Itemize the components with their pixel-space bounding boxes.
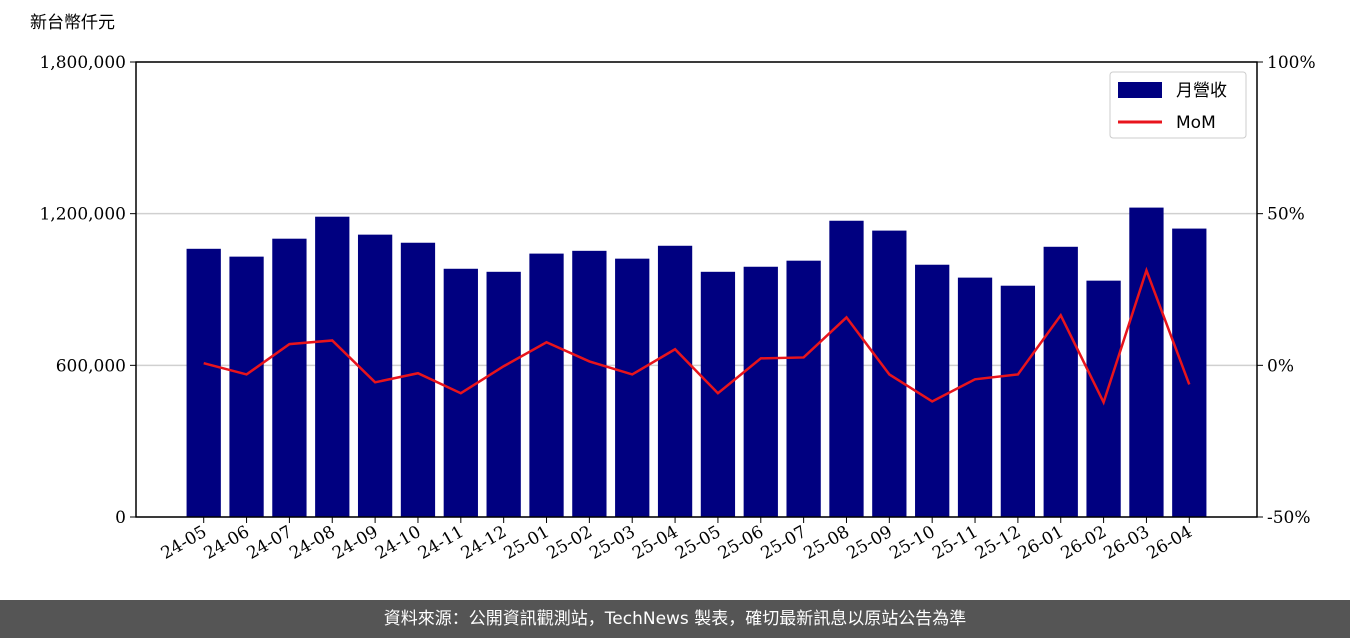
legend-swatch (1118, 82, 1162, 98)
bar (743, 266, 778, 517)
bar (1043, 246, 1078, 517)
bar (315, 216, 350, 517)
x-tick-label: 26-03 (1100, 522, 1152, 564)
x-tick-label: 24-08 (286, 522, 338, 564)
bar (957, 277, 993, 517)
x-tick-label: 26-02 (1058, 522, 1110, 564)
bar (829, 220, 864, 517)
legend-label: MoM (1176, 113, 1216, 133)
y-axis-label: 新台幣仟元 (30, 13, 115, 33)
x-tick-label: 25-10 (886, 522, 938, 564)
bar (1000, 285, 1036, 517)
bar (657, 245, 693, 517)
x-tick-label: 26-04 (1143, 522, 1195, 564)
x-tick-label: 24-06 (201, 522, 253, 564)
legend-label: 月營收 (1176, 81, 1227, 101)
bar (229, 256, 264, 517)
x-tick-label: 25-06 (715, 522, 767, 564)
x-tick-label: 25-01 (501, 522, 553, 564)
y-tick-label: 1,800,000 (39, 53, 126, 73)
x-tick-label: 24-05 (158, 522, 210, 564)
bar (486, 271, 521, 517)
x-tick-label: 25-12 (972, 522, 1024, 564)
x-tick-label: 24-12 (458, 522, 510, 564)
line (203, 266, 1191, 406)
x-tick-label: 25-05 (672, 522, 724, 564)
x-tick-label: 26-01 (1015, 522, 1067, 564)
bar (615, 258, 650, 517)
x-tick-label: 24-11 (415, 522, 467, 564)
x-tick-label: 24-07 (243, 522, 295, 564)
bar (1172, 228, 1207, 517)
y-tick-label: 1,200,000 (39, 205, 126, 225)
y2-tick-label: 100% (1267, 53, 1316, 73)
y2-tick-label: 0% (1267, 356, 1294, 376)
plot-frame (135, 61, 1258, 518)
chart: 新台幣仟元 0 600,000 1,200,000 1,800,000 -50% 0% 50… (30, 13, 1316, 564)
footer: 資料來源：公開資訊觀測站，TechNews 製表，確切最新訊息以原站公告為準 (0, 600, 1350, 638)
bar (915, 264, 950, 517)
x-tick-label: 24-10 (372, 522, 424, 564)
bar (357, 234, 393, 517)
y-tick-label: 600,000 (56, 356, 126, 376)
x-tick-label: 25-09 (843, 522, 895, 564)
x-tick-label: 25-03 (586, 522, 638, 564)
bar (272, 238, 307, 518)
x-tick-label: 25-04 (629, 522, 681, 564)
y-tick-label: 0 (115, 508, 126, 528)
bar (572, 250, 607, 517)
bar (786, 260, 821, 517)
bar (186, 248, 221, 517)
bar (529, 253, 564, 517)
x-tick-label: 25-07 (758, 522, 810, 564)
y2-tick-label: 50% (1267, 205, 1305, 225)
y2-tick-label: -50% (1267, 508, 1311, 528)
x-tick-label: 25-08 (801, 522, 853, 564)
x-tick-label: 25-02 (543, 522, 595, 564)
x-tick-label: 24-09 (329, 522, 381, 564)
bar (1129, 207, 1164, 517)
x-tick-label: 25-11 (929, 522, 981, 564)
